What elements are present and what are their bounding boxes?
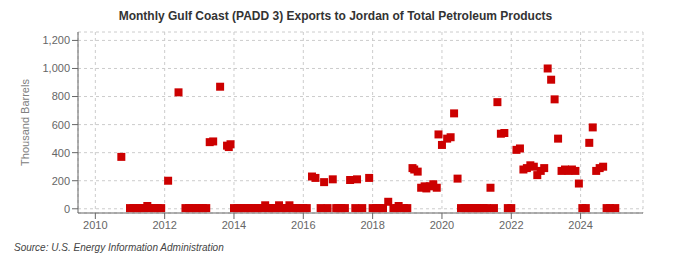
svg-text:Thousand Barrels: Thousand Barrels [19,79,31,166]
svg-text:1,200: 1,200 [42,34,70,46]
svg-text:2022: 2022 [499,219,523,231]
svg-text:200: 200 [52,175,70,187]
svg-text:2012: 2012 [152,219,176,231]
html-text:Source: U.S. Energy Informatio: Source: U.S. Energy Information Administ… [14,242,224,253]
svg-text:2016: 2016 [291,219,315,231]
svg-text:2024: 2024 [568,219,592,231]
svg-text:2010: 2010 [83,219,107,231]
html-text:Monthly Gulf Coast (PADD 3) Ex: Monthly Gulf Coast (PADD 3) Exports to J… [118,9,553,23]
svg-text:600: 600 [52,119,70,131]
svg-text:2020: 2020 [430,219,454,231]
svg-text:1,000: 1,000 [42,62,70,74]
svg-text:2014: 2014 [222,219,246,231]
svg-text:0: 0 [64,203,70,215]
svg-text:400: 400 [52,147,70,159]
svg-text:800: 800 [52,90,70,102]
svg-text:2018: 2018 [360,219,384,231]
